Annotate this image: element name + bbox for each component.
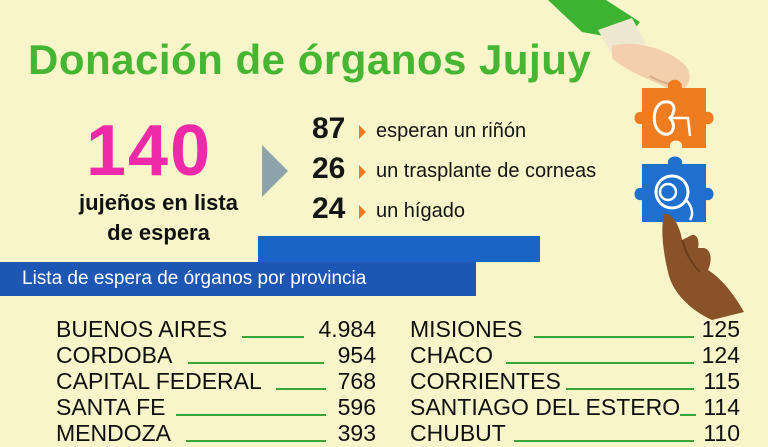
arrow-right-icon <box>262 145 288 197</box>
banner-accent-bar <box>258 236 540 262</box>
province-name: MENDOZA <box>56 420 171 446</box>
province-value: 596 <box>337 394 376 420</box>
caption-line-1: jujeños en lista <box>79 190 238 215</box>
province-name: CORDOBA <box>56 342 173 368</box>
stat-number: 24 <box>312 192 346 225</box>
section-banner-title: Lista de espera de órganos por provincia <box>22 268 367 289</box>
stat-label: esperan un riñón <box>376 120 527 142</box>
province-name: CORRIENTES <box>410 368 561 394</box>
province-row: CAPITAL FEDERAL 768 <box>56 368 376 394</box>
chevron-right-icon <box>359 165 366 179</box>
province-row: MISIONES 125 <box>410 316 740 342</box>
kidney-puzzle-piece <box>634 79 714 148</box>
province-row: BUENOS AIRES 4.984 <box>56 316 376 342</box>
province-value: 115 <box>703 368 740 394</box>
province-name: SANTA FE <box>56 394 166 420</box>
province-value: 768 <box>337 368 376 394</box>
chevron-right-icon <box>359 125 366 139</box>
stat-label: un trasplante de corneas <box>376 160 597 182</box>
organ-illustration <box>548 0 744 320</box>
province-row: CHUBUT 110 <box>410 420 740 446</box>
province-value: 125 <box>701 316 740 342</box>
kidney-icon <box>652 100 692 137</box>
leader-line <box>176 414 326 416</box>
province-value: 393 <box>337 420 376 446</box>
page-title: Donación de órganos Jujuy <box>28 36 592 83</box>
leader-line <box>566 388 694 390</box>
province-row: CORDOBA 954 <box>56 342 376 368</box>
province-value: 114 <box>703 394 740 420</box>
lower-hand-icon <box>662 213 744 320</box>
section-banner <box>0 262 476 296</box>
total-waiting-caption: jujeños en lista de espera <box>56 188 261 248</box>
province-list-left: BUENOS AIRES 4.984 CORDOBA 954 CAPITAL F… <box>56 316 376 446</box>
leader-line <box>506 362 694 364</box>
stat-number: 26 <box>312 152 346 185</box>
province-name: CHACO <box>410 342 494 368</box>
province-name: BUENOS AIRES <box>56 316 228 342</box>
eye-icon <box>654 174 694 221</box>
province-row: SANTIAGO DEL ESTERO 114 <box>410 394 740 420</box>
province-row: CORRIENTES 115 <box>410 368 740 394</box>
stat-label: un hígado <box>376 200 465 222</box>
province-name: CAPITAL FEDERAL <box>56 368 262 394</box>
province-value: 110 <box>703 420 740 446</box>
leader-line <box>514 440 694 442</box>
province-row: CHACO 124 <box>410 342 740 368</box>
leader-line <box>680 414 696 416</box>
province-name: SANTIAGO DEL ESTERO <box>410 394 681 420</box>
leader-line <box>186 440 326 442</box>
province-value: 124 <box>701 342 740 368</box>
province-value: 4.984 <box>318 316 376 342</box>
leader-line <box>188 362 324 364</box>
leader-line <box>534 336 694 338</box>
province-list-right: MISIONES 125 CHACO 124 CORRIENTES 115 SA… <box>410 316 740 446</box>
leader-line <box>242 336 304 338</box>
province-value: 954 <box>337 342 376 368</box>
stat-number: 87 <box>312 112 346 145</box>
total-waiting-number: 140 <box>86 111 213 191</box>
caption-line-2: de espera <box>107 220 210 245</box>
province-row: MENDOZA 393 <box>56 420 376 446</box>
province-row: SANTA FE 596 <box>56 394 376 420</box>
eye-puzzle-piece <box>634 156 714 222</box>
chevron-right-icon <box>359 205 366 219</box>
province-name: MISIONES <box>410 316 523 342</box>
leader-line <box>276 388 326 390</box>
province-name: CHUBUT <box>410 420 506 446</box>
